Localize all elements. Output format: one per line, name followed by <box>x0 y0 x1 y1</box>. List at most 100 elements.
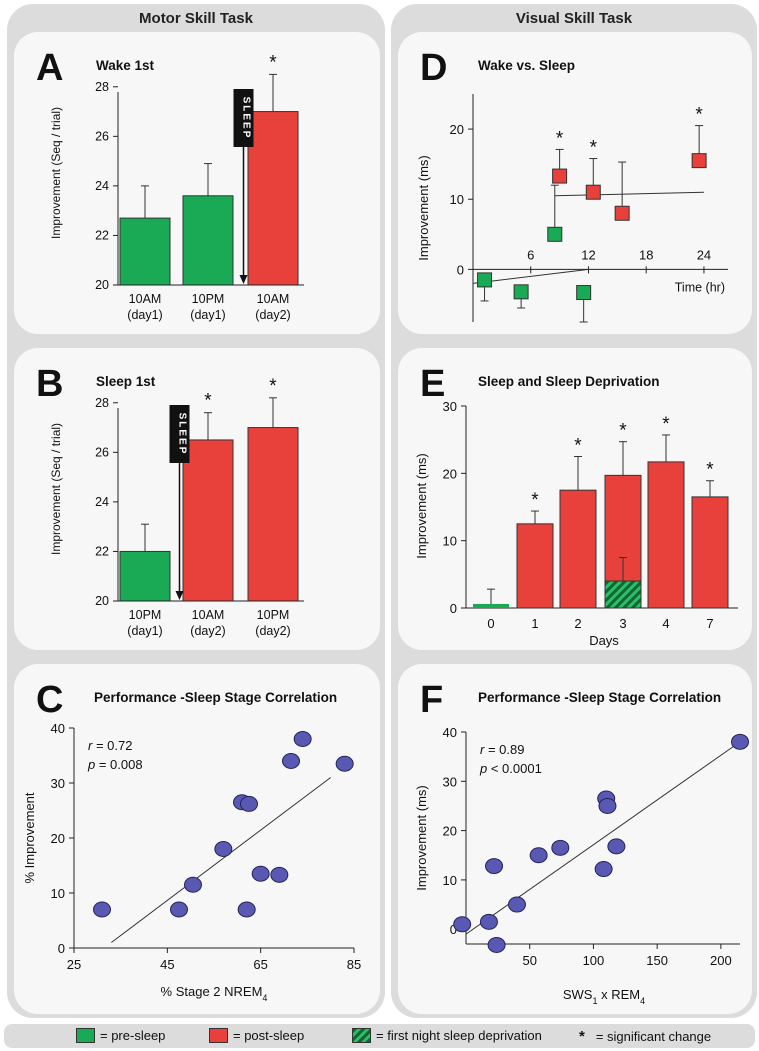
data-point <box>547 226 563 242</box>
y-tick-label: 40 <box>51 721 65 736</box>
x-tick-label: 18 <box>639 247 653 262</box>
x-tick-label: 4 <box>662 616 669 631</box>
post-sleep-swatch <box>209 1028 228 1043</box>
panel-letter: E <box>420 363 445 405</box>
data-point <box>598 797 617 814</box>
panel-letter: D <box>420 47 447 89</box>
panel-title: Sleep and Sleep Deprivation <box>478 374 660 389</box>
data-point <box>585 184 601 200</box>
data-point <box>477 272 493 288</box>
x-category-label: 10AM <box>257 292 290 306</box>
y-tick-label: 0 <box>450 922 457 937</box>
y-tick-label: 24 <box>95 179 109 193</box>
x-tick-label: 3 <box>619 616 626 631</box>
x-tick-label: 25 <box>67 957 81 972</box>
panel-letter: C <box>36 679 63 721</box>
data-point <box>170 901 188 918</box>
significance-star: * <box>531 490 539 511</box>
x-tick-label: 0 <box>487 616 494 631</box>
legend-post-label: = post-sleep <box>233 1028 305 1043</box>
data-point <box>607 838 626 855</box>
panel-e: E Sleep and Sleep Deprivation 0 10 20 30 Impro… <box>398 348 752 650</box>
legend-pre: = pre-sleep <box>76 1028 165 1043</box>
data-point <box>479 913 498 930</box>
data-point <box>335 755 354 772</box>
panel-title: Wake 1st <box>96 58 155 73</box>
y-axis-label: Improvement (ms) <box>414 453 429 558</box>
panel-c: C Performance -Sleep Stage Correlation 0 10… <box>14 664 380 1014</box>
data-point <box>507 896 526 913</box>
bar <box>247 111 299 286</box>
y-tick-label: 26 <box>95 129 109 143</box>
bar <box>473 603 509 608</box>
y-tick-label: 10 <box>443 534 457 549</box>
data-point <box>614 205 630 221</box>
x-category-sublabel: (day1) <box>127 308 162 322</box>
significance-star: * <box>204 391 212 412</box>
bar <box>691 496 729 609</box>
significance-star: * <box>590 138 598 159</box>
y-tick-label: 20 <box>51 831 65 846</box>
y-tick-label: 0 <box>450 601 457 616</box>
panel-title: Performance -Sleep Stage Correlation <box>94 690 337 705</box>
star-icon: * <box>579 1028 585 1045</box>
panel-letter: A <box>36 47 63 89</box>
x-category-label: 10AM <box>192 608 225 622</box>
y-axis-label: % Improvement <box>22 792 37 883</box>
data-point <box>237 901 256 918</box>
y-tick-label: 30 <box>443 399 457 414</box>
deprivation-swatch <box>352 1028 371 1043</box>
y-tick-label: 24 <box>95 495 109 509</box>
x-tick-label: 1 <box>531 616 538 631</box>
sleep-box <box>233 89 254 147</box>
x-category-sublabel: (day2) <box>255 624 290 638</box>
x-category-label: 10PM <box>129 608 162 622</box>
data-point <box>594 861 613 878</box>
significance-star: * <box>574 436 582 457</box>
visual-column-title: Visual Skill Task <box>515 10 633 27</box>
y-tick-label: 20 <box>450 122 464 137</box>
x-category-label: 10PM <box>257 608 290 622</box>
data-point <box>731 733 749 750</box>
significance-star: * <box>556 128 564 149</box>
y-tick-label: 26 <box>95 445 109 459</box>
legend-post: = post-sleep <box>209 1028 304 1043</box>
sleep-arrow-head <box>175 591 184 600</box>
legend-significant: * = significant change <box>579 1028 711 1045</box>
x-tick-label: 150 <box>646 953 668 968</box>
bar <box>182 195 234 286</box>
panel-title: Wake vs. Sleep <box>478 58 575 73</box>
x-category-label: 10AM <box>129 292 162 306</box>
x-category-sublabel: (day1) <box>190 308 225 322</box>
x-tick-label: 200 <box>710 953 732 968</box>
y-tick-label: 20 <box>443 824 457 839</box>
data-point <box>576 285 592 301</box>
significance-star: * <box>695 105 703 126</box>
data-point <box>691 153 707 169</box>
y-tick-label: 22 <box>95 544 109 558</box>
sleep-box <box>169 405 190 463</box>
data-point <box>529 847 548 864</box>
x-tick-label: 50 <box>522 953 536 968</box>
r-statistic: r = 0.72 <box>88 738 132 753</box>
bar <box>516 523 554 609</box>
x-tick-label: 85 <box>347 957 361 972</box>
legend-deprivation: = first night sleep deprivation <box>352 1028 542 1043</box>
bar <box>247 427 299 602</box>
x-tick-label: 100 <box>583 953 605 968</box>
y-tick-label: 10 <box>450 192 464 207</box>
y-tick-label: 20 <box>443 466 457 481</box>
data-point <box>214 841 233 857</box>
data-point <box>251 865 270 882</box>
pre-sleep-swatch <box>76 1028 95 1043</box>
bar <box>119 550 171 602</box>
x-tick-label: 2 <box>574 616 581 631</box>
y-axis-label: Improvement (Seq / trial) <box>49 423 63 555</box>
panel-letter: F <box>420 679 443 721</box>
legend-pre-label: = pre-sleep <box>100 1028 166 1043</box>
significance-star: * <box>269 376 277 397</box>
data-point <box>513 284 529 300</box>
x-category-sublabel: (day2) <box>190 624 225 638</box>
bar <box>647 461 685 609</box>
x-tick-label: 65 <box>253 957 267 972</box>
